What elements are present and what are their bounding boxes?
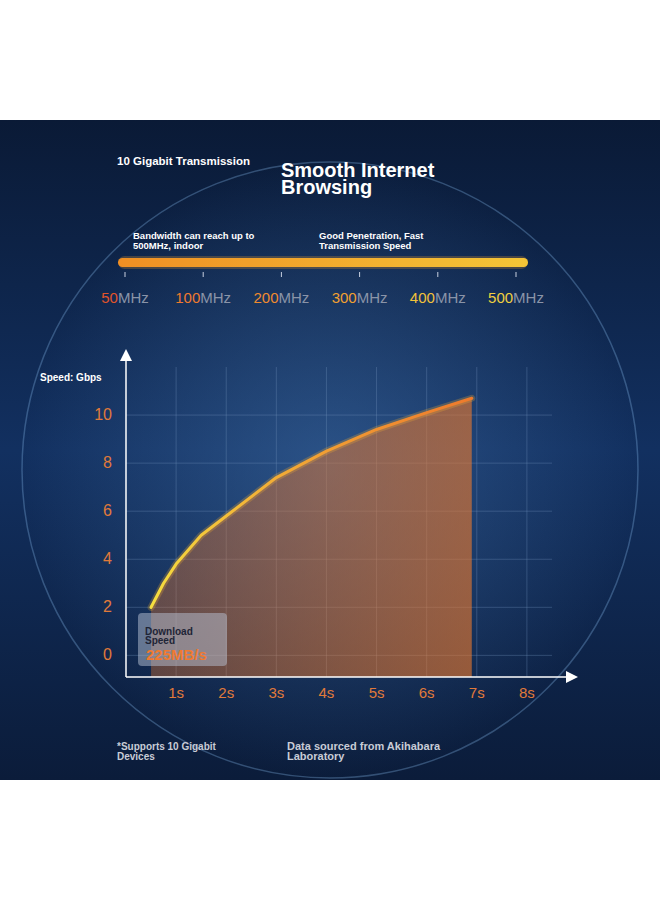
text-line: Devices: [117, 751, 155, 762]
subtitle: 10 Gigabit Transmission: [117, 155, 250, 167]
text-line: 500MHz, indoor: [133, 240, 204, 251]
grid: [126, 367, 552, 677]
freq-label: 200MHz: [253, 289, 309, 306]
text-line: Laboratory: [287, 750, 345, 762]
y-tick-label: 2: [103, 598, 112, 615]
x-tick-label: 2s: [218, 684, 234, 701]
y-axis: [125, 355, 127, 677]
y-tick-label: 8: [103, 454, 112, 471]
text-line: Browsing: [281, 176, 372, 198]
x-axis-arrow: [566, 671, 578, 683]
freq-label: 400MHz: [410, 289, 466, 306]
freq-label: 500MHz: [488, 289, 544, 306]
page: 10 Gigabit Transmission Smooth InternetBr…: [0, 0, 660, 900]
freq-tick: [281, 272, 282, 277]
freq-label: 300MHz: [332, 289, 388, 306]
freq-unit: MHz: [279, 289, 310, 306]
x-tick-label: 7s: [469, 684, 485, 701]
x-tick-label: 3s: [268, 684, 284, 701]
x-tick-label: 6s: [419, 684, 435, 701]
text-line: Transmission Speed: [319, 240, 412, 251]
bar-annotation: Bandwidth can reach up to500MHz, indoor: [133, 230, 255, 251]
y-tick-label: 10: [94, 406, 112, 423]
freq-unit: MHz: [513, 289, 544, 306]
panel-bg: [0, 120, 660, 780]
freq-unit: MHz: [357, 289, 388, 306]
x-tick-label: 8s: [519, 684, 535, 701]
grid-line-x: [526, 367, 527, 677]
y-tick-label: 4: [103, 550, 112, 567]
y-axis-arrow: [120, 349, 132, 361]
glow: [20, 160, 640, 780]
freq-label: 100MHz: [175, 289, 231, 306]
freq-tick: [516, 272, 517, 277]
page-bg: [0, 0, 660, 900]
y-tick-label: 0: [103, 646, 112, 663]
annotation-value: 225MB/s: [146, 646, 207, 663]
freq-unit: MHz: [118, 289, 149, 306]
freq-label: 50MHz: [101, 289, 149, 306]
freq-tick: [203, 272, 204, 277]
annotation-label: DownloadSpeed: [145, 626, 193, 646]
freq-number: 400: [410, 289, 435, 306]
freq-number: 100: [175, 289, 200, 306]
grid-line-y: [126, 415, 552, 416]
footer-note: *Supports 10 GigabitDevices: [117, 741, 217, 762]
frequency-bar-glow: [118, 256, 528, 269]
annotation-box: [138, 613, 227, 666]
freq-number: 200: [253, 289, 278, 306]
freq-unit: MHz: [435, 289, 466, 306]
grid-line-x: [476, 367, 477, 677]
freq-number: 300: [332, 289, 357, 306]
y-axis-title: Speed: Gbps: [40, 372, 102, 383]
decor-ring: [22, 162, 638, 778]
freq-tick: [125, 272, 126, 277]
x-axis: [126, 676, 572, 678]
freq-unit: MHz: [200, 289, 231, 306]
title: Smooth InternetBrowsing: [281, 159, 435, 198]
x-tick-label: 1s: [168, 684, 184, 701]
line: [151, 398, 472, 607]
text-line: Speed: [145, 635, 175, 646]
freq-number: 50: [101, 289, 118, 306]
x-tick-label: 4s: [319, 684, 335, 701]
freq-tick: [437, 272, 438, 277]
x-tick-label: 5s: [369, 684, 385, 701]
line-glow: [151, 398, 472, 607]
y-tick-label: 6: [103, 502, 112, 519]
footer-source: Data sourced from AkihabaraLaboratory: [287, 740, 441, 762]
bar-annotation: Good Penetration, FastTransmission Speed: [319, 230, 424, 251]
freq-number: 500: [488, 289, 513, 306]
freq-tick: [359, 272, 360, 277]
